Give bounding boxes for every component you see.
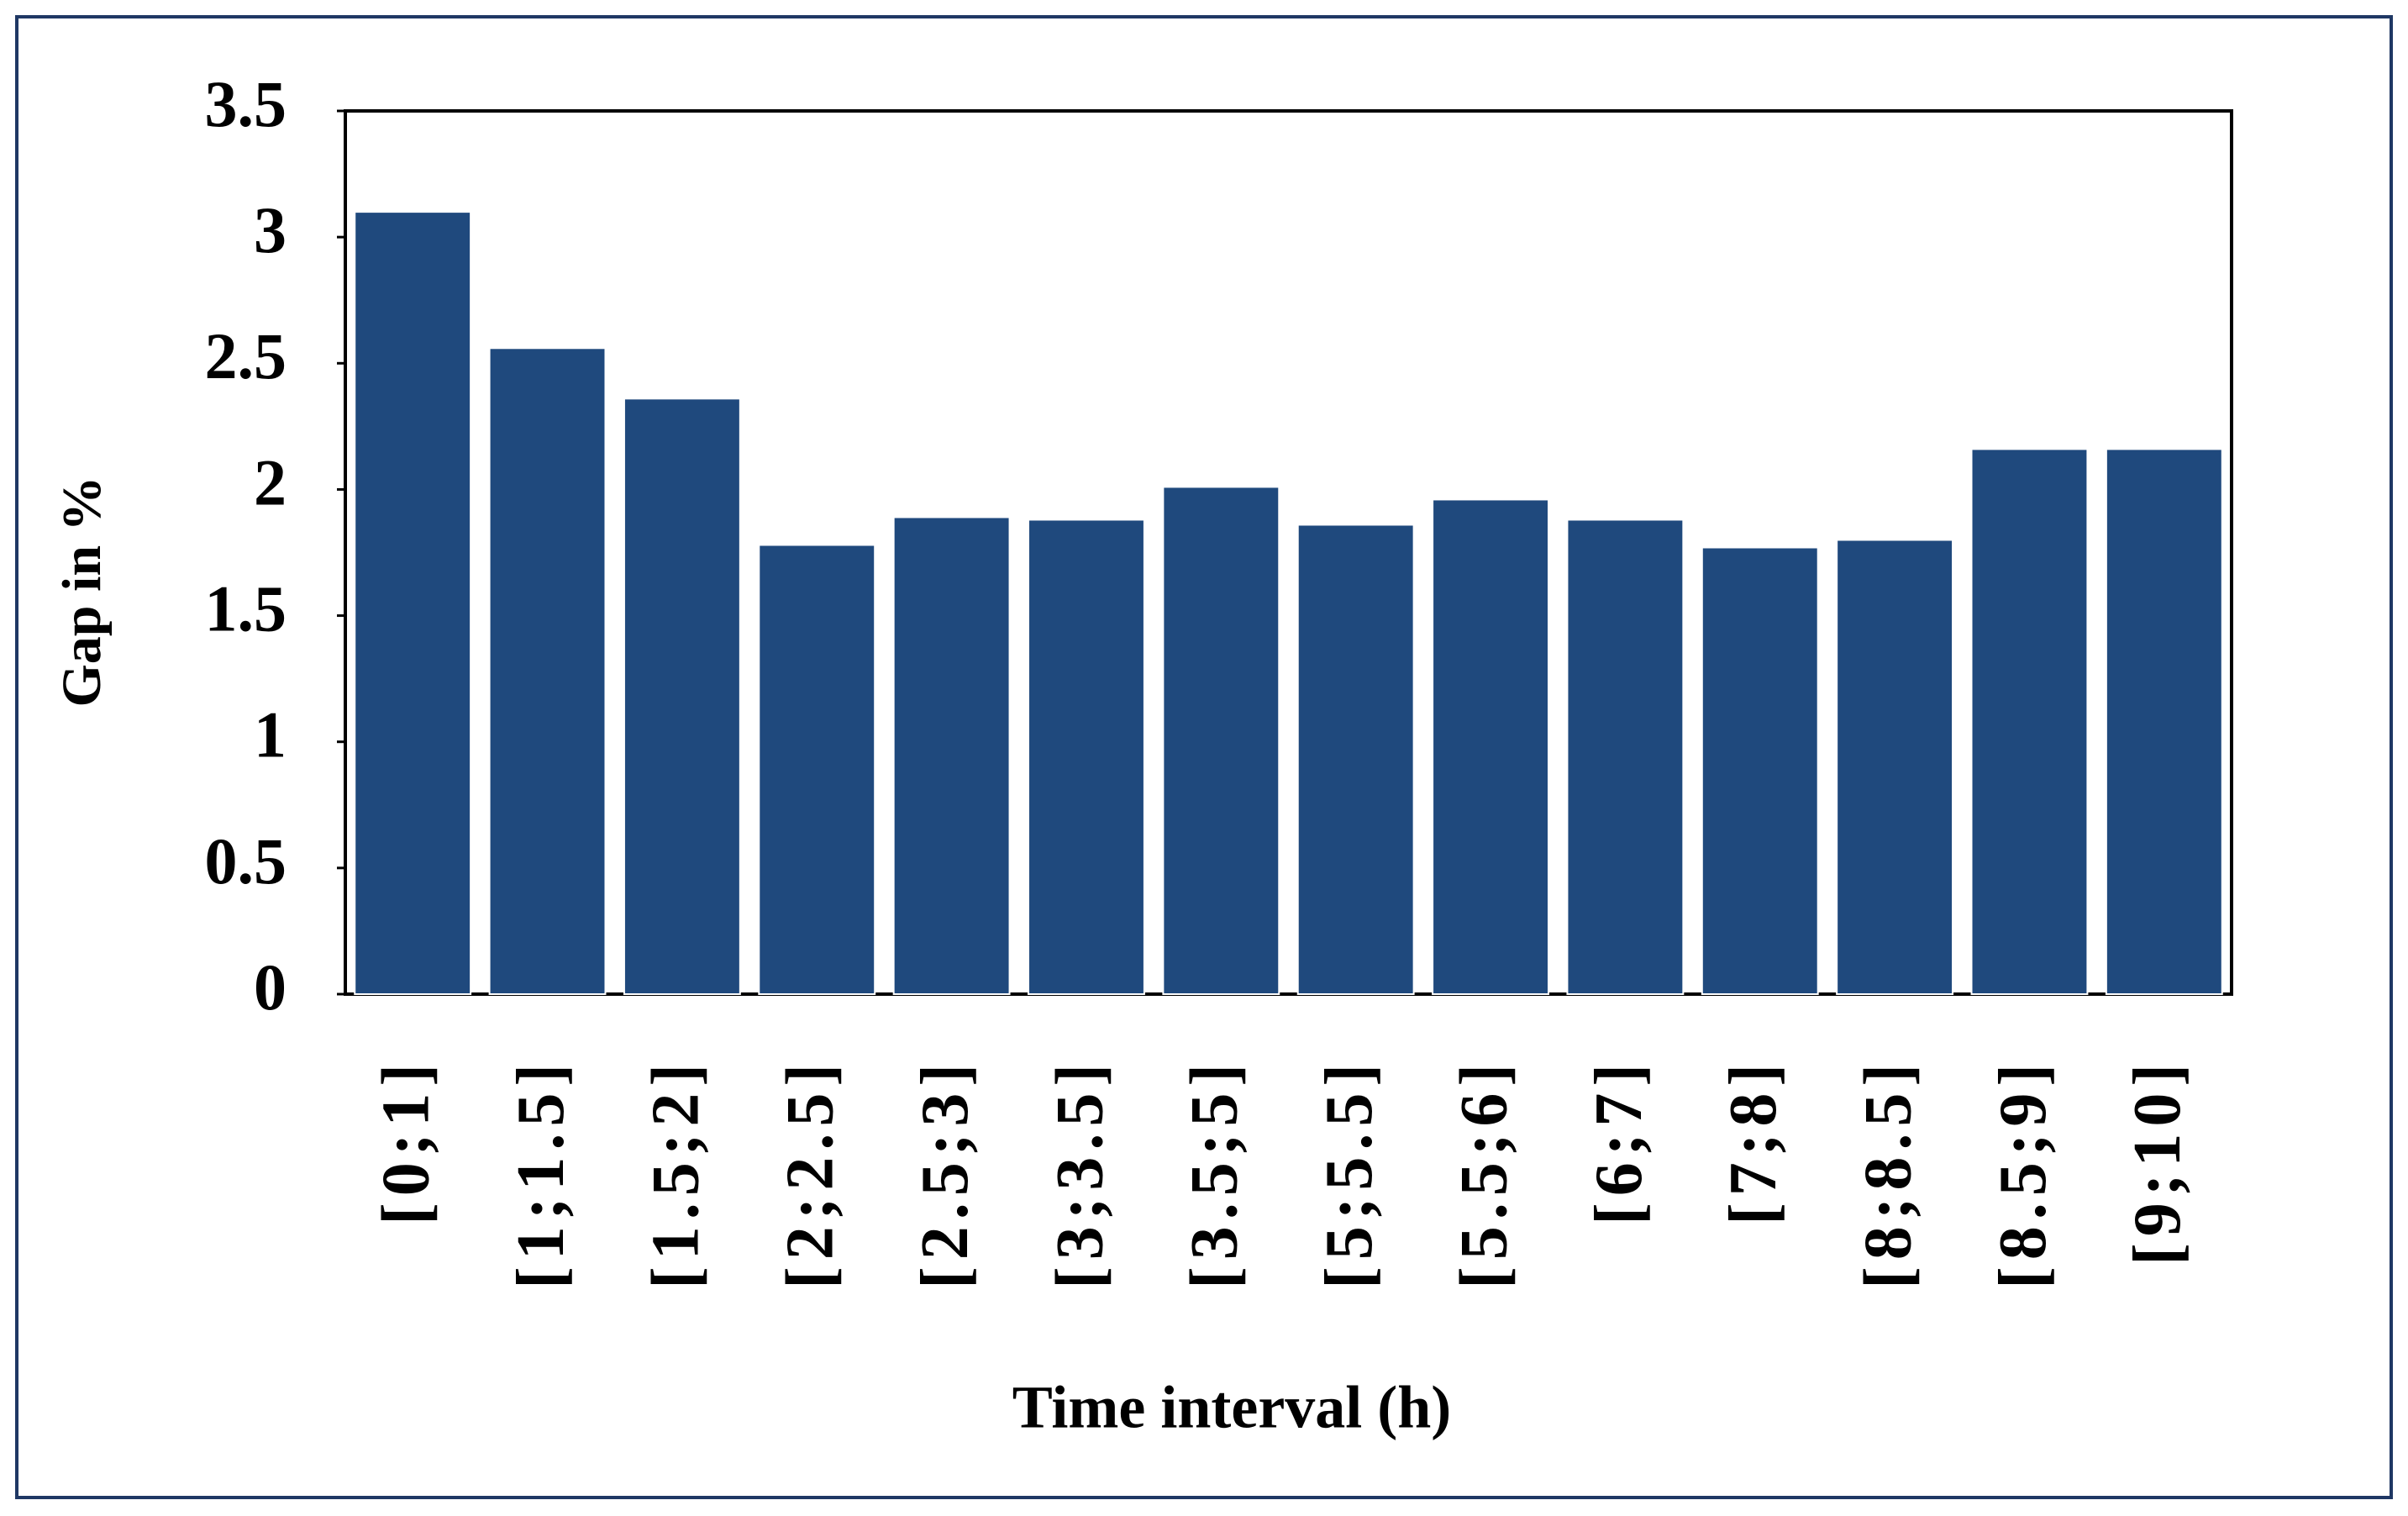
bar <box>1296 524 1415 995</box>
x-tick-label: [5;5.5] <box>1312 1057 1386 1289</box>
x-tick-label: [8.5;9] <box>1986 1057 2060 1289</box>
x-tick-label: [8;8.5] <box>1851 1057 1925 1289</box>
y-tick-label: 2 <box>254 445 287 518</box>
bar <box>1566 518 1685 995</box>
y-tick-label: 3.5 <box>205 67 287 140</box>
bar <box>758 544 876 995</box>
x-tick-label: [3;3.5] <box>1043 1057 1117 1289</box>
x-tick-label: [1.5;2] <box>639 1057 712 1289</box>
bar <box>623 397 741 995</box>
bar <box>1836 539 1954 995</box>
y-tick-label: 1 <box>254 698 287 771</box>
bar <box>1432 498 1549 995</box>
y-tick-label: 0.5 <box>205 824 287 897</box>
bar <box>354 211 472 996</box>
x-tick-label: [2.5;3] <box>908 1057 982 1289</box>
y-tick-label: 1.5 <box>205 571 287 645</box>
bar <box>892 516 1011 995</box>
x-tick-label: [6;7] <box>1582 1057 1656 1225</box>
x-tick-label: [1;1.5] <box>504 1057 578 1289</box>
x-tick-label: [9;10] <box>2121 1057 2195 1266</box>
bar <box>1028 518 1145 995</box>
bar <box>1701 546 1819 995</box>
y-tick-label: 0 <box>254 950 287 1024</box>
x-tick-label: [2;2.5] <box>774 1057 848 1289</box>
y-tick-label: 3 <box>254 193 287 266</box>
x-tick-label: [5.5;6] <box>1447 1057 1521 1289</box>
x-tick-label: [3.5;5] <box>1178 1057 1252 1289</box>
bar <box>1970 448 2089 995</box>
bar <box>2105 448 2223 995</box>
bar <box>1162 486 1280 995</box>
x-tick-label: [0;1] <box>370 1057 444 1225</box>
x-axis-label: Time interval (h) <box>1012 1374 1452 1441</box>
bar <box>488 347 607 996</box>
y-tick-label: 2.5 <box>205 319 287 392</box>
y-axis-label: Gap in % <box>51 476 113 707</box>
x-tick-label: [7;8] <box>1717 1057 1790 1225</box>
